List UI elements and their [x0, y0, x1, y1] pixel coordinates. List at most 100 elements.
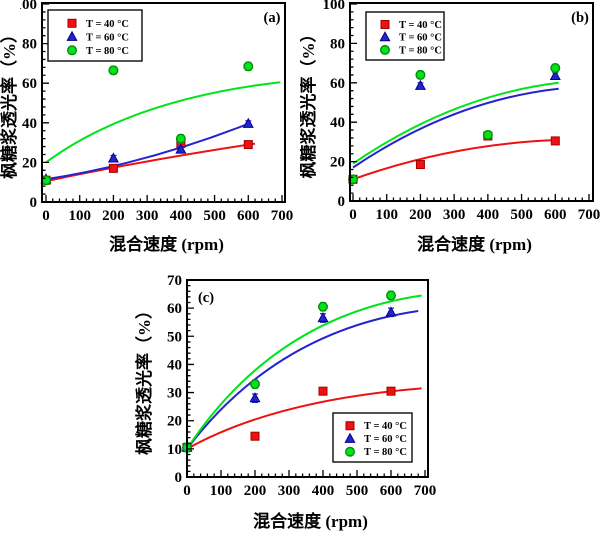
- panel-b-chart: 0 100 200 300 400 500 600 700 0 20 40 60 80 100 混合速度 (…: [300, 0, 600, 254]
- x-tick-label: 300: [443, 207, 466, 223]
- y-tick-label: 60: [22, 76, 37, 92]
- x-tick-label: 400: [312, 483, 335, 499]
- y-tick-label: 60: [330, 76, 345, 92]
- legend-label: T = 80 °C: [86, 46, 129, 57]
- legend-marker: [379, 44, 390, 55]
- tick-marks: [42, 3, 283, 203]
- x-tick-label: 200: [244, 483, 267, 499]
- data-point: [243, 140, 253, 150]
- axis-title-x: 混合速度 (rpm): [253, 511, 368, 531]
- y-tick-label: 10: [167, 442, 182, 458]
- data-point: [175, 133, 186, 144]
- fit-curve: [186, 309, 419, 450]
- x-tick-label: 0: [349, 207, 357, 223]
- y-tick-label: 40: [330, 115, 345, 131]
- y-tick-label: 50: [167, 329, 182, 345]
- data-point: [415, 160, 425, 170]
- y-tick-label: 100: [15, 0, 38, 13]
- data-point: [317, 311, 329, 323]
- y-tick-label: 80: [330, 36, 345, 52]
- legend-marker: [66, 45, 77, 56]
- legend-marker: [380, 19, 390, 29]
- x-tick-label: 300: [278, 483, 301, 499]
- data-point: [107, 152, 119, 163]
- data-point: [243, 61, 254, 72]
- legend-label: T = 40 °C: [364, 421, 407, 432]
- x-tick-label: 100: [68, 208, 91, 224]
- axis-title-y: 枫糖浆透光率（%）: [0, 26, 19, 179]
- y-tick-label: 40: [22, 116, 37, 132]
- x-tick-label: 400: [170, 208, 193, 224]
- y-tick-label: 0: [175, 470, 183, 486]
- axis-title-y: 枫糖浆透光率（%）: [134, 302, 154, 455]
- crop-mask: [0, 0, 20, 15]
- data-point: [385, 306, 397, 317]
- x-tick-label: 100: [375, 207, 398, 223]
- y-tick-label: 40: [167, 357, 182, 373]
- x-tick-label: 700: [271, 208, 294, 224]
- legend-label: T = 40 °C: [86, 19, 129, 30]
- data-point: [108, 65, 119, 76]
- y-tick-label: 80: [22, 37, 37, 53]
- x-tick-label: 700: [414, 483, 437, 499]
- x-tick-label: 0: [42, 208, 50, 224]
- x-tick-label: 400: [477, 207, 500, 223]
- data-point: [414, 79, 426, 90]
- axis-title-x: 混合速度 (rpm): [109, 234, 224, 254]
- y-tick-label: 100: [323, 0, 346, 13]
- panel-label: (b): [571, 10, 589, 26]
- data-point: [318, 386, 328, 396]
- panel-a-chart: 0 100 200 300 400 500 600 700 0 20 40 60 80 100 混合速度 (…: [0, 0, 294, 254]
- legend-marker: [379, 31, 391, 42]
- legend-box: [365, 11, 445, 61]
- data-point: [415, 69, 426, 80]
- data-point: [386, 290, 397, 301]
- x-tick-label: 600: [380, 483, 403, 499]
- x-tick-label: 0: [183, 483, 191, 499]
- y-tick-label: 20: [167, 414, 182, 430]
- legend-marker: [344, 446, 355, 457]
- y-tick-label: 70: [167, 273, 182, 289]
- tick-marks: [350, 3, 590, 202]
- data-point: [250, 431, 260, 441]
- fit-curve: [45, 142, 256, 183]
- data-point: [175, 143, 187, 154]
- fit-curve: [45, 122, 249, 181]
- data-point: [550, 136, 560, 146]
- fit-curve: [352, 81, 559, 165]
- legend-marker: [67, 18, 77, 28]
- panel-c-chart: 0 100 200 300 400 500 600 700 0 10 20 30 40 50 60 70 混合速…: [134, 273, 437, 531]
- y-tick-label: 30: [167, 386, 182, 402]
- x-tick-label: 500: [346, 483, 369, 499]
- fit-curve: [45, 81, 281, 164]
- legend-marker: [66, 30, 78, 41]
- fit-curve: [186, 387, 422, 450]
- tick-marks: [186, 279, 426, 478]
- y-tick-label: 20: [330, 155, 345, 171]
- fit-curve: [186, 294, 422, 450]
- legend-box: [47, 9, 143, 62]
- axis-title-x: 混合速度 (rpm): [417, 234, 532, 254]
- x-tick-label: 700: [578, 207, 600, 223]
- legend-label: T = 60 °C: [86, 32, 129, 43]
- axis-title-y: 枫糖浆透光率（%）: [300, 26, 318, 179]
- plot-frame: [186, 279, 429, 478]
- legend-label: T = 60 °C: [399, 33, 442, 44]
- y-tick-label: 60: [167, 301, 182, 317]
- data-point: [249, 379, 260, 390]
- plot-frame: [41, 2, 286, 203]
- x-tick-label: 300: [136, 208, 159, 224]
- fit-curve: [352, 87, 559, 169]
- x-tick-label: 600: [237, 208, 260, 224]
- x-tick-label: 600: [544, 207, 567, 223]
- legend-label: T = 80 °C: [364, 447, 407, 458]
- data-point: [550, 63, 561, 74]
- legend-label: T = 80 °C: [399, 45, 442, 56]
- x-tick-label: 500: [510, 207, 533, 223]
- data-point: [386, 386, 396, 396]
- data-point: [317, 301, 328, 312]
- x-tick-label: 500: [203, 208, 226, 224]
- x-tick-label: 200: [102, 208, 125, 224]
- data-point: [249, 392, 261, 403]
